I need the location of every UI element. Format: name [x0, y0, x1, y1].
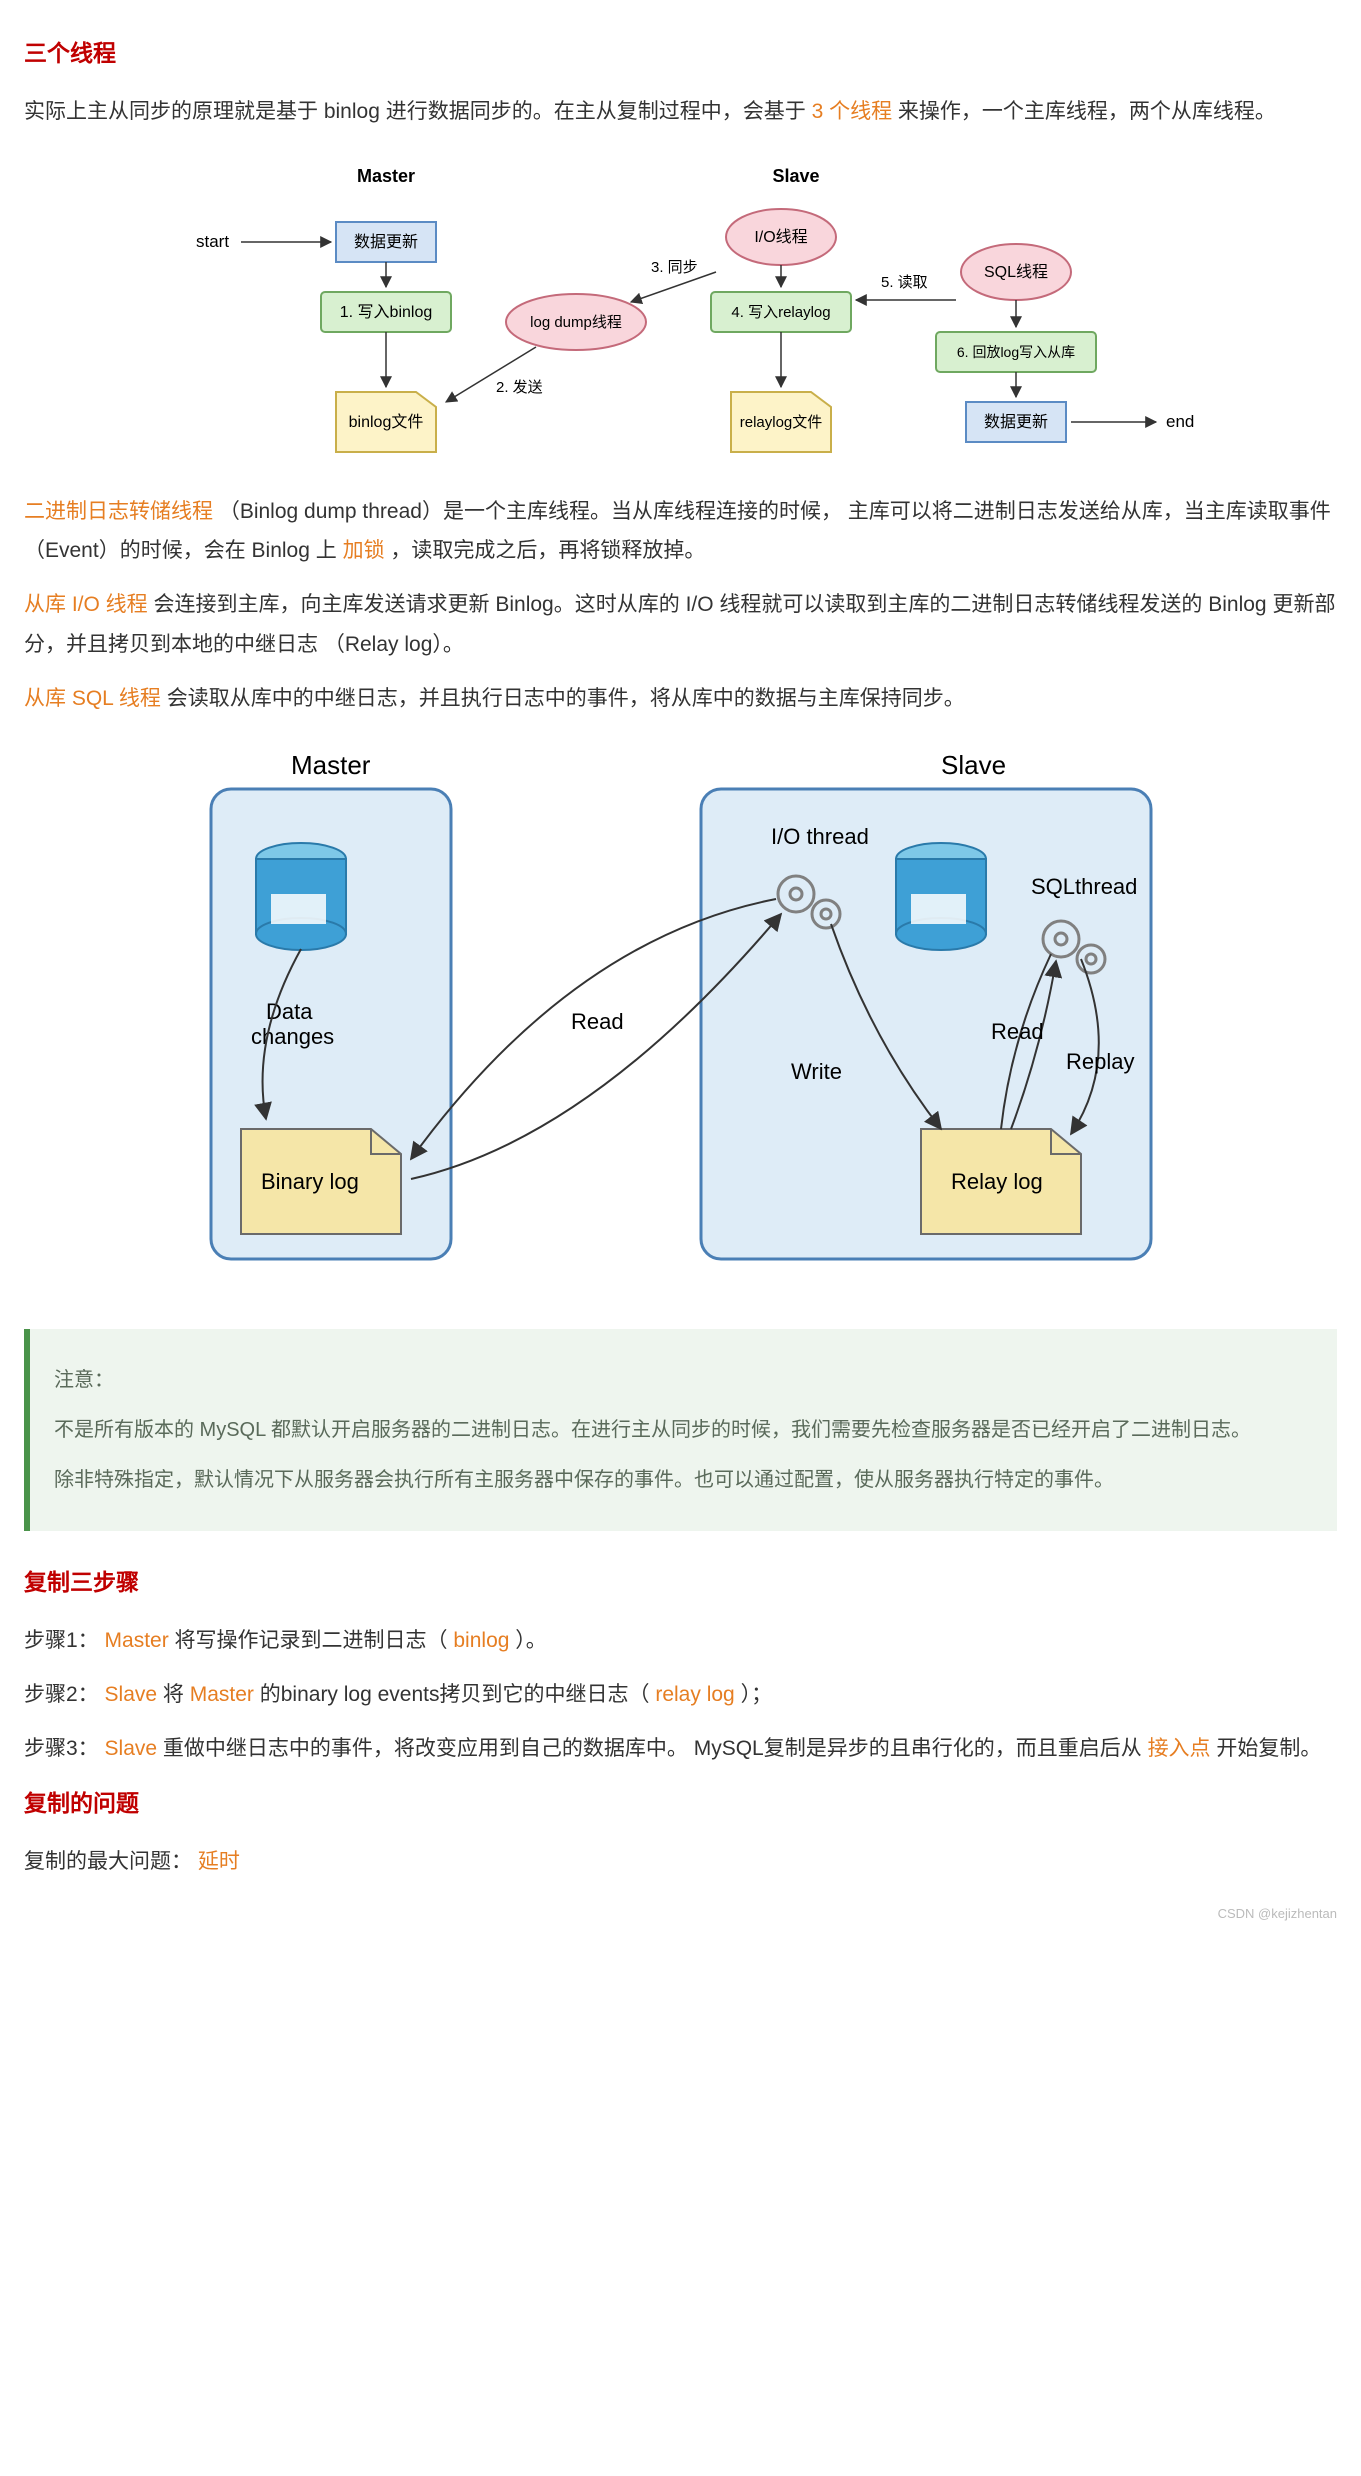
text: 会读取从库中的中继日志，并且执行日志中的事件，将从库中的数据与主库保持同步。 — [161, 687, 965, 710]
label-sync: 3. 同步 — [651, 259, 698, 276]
db-icon — [256, 843, 346, 950]
label-write: Write — [791, 1059, 842, 1084]
note-p1: 不是所有版本的 MySQL 都默认开启服务器的二进制日志。在进行主从同步的时候，… — [54, 1411, 1313, 1449]
label-send: 2. 发送 — [496, 379, 543, 396]
text: SQL线程 — [983, 263, 1047, 281]
label-read: 5. 读取 — [881, 274, 928, 291]
heading-three-steps: 复制三步骤 — [24, 1561, 1337, 1605]
heading-replication-problem: 复制的问题 — [24, 1782, 1337, 1826]
highlight: Slave — [105, 1737, 158, 1760]
label-read-2: Read — [991, 1019, 1044, 1044]
highlight: Slave — [105, 1683, 158, 1706]
para-binlog-dump: 二进制日志转储线程 （Binlog dump thread）是一个主库线程。当从… — [24, 492, 1337, 572]
highlight: 从库 I/O 线程 — [24, 593, 148, 616]
step-3: 步骤3： Slave 重做中继日志中的事件，将改变应用到自己的数据库中。 MyS… — [24, 1729, 1337, 1769]
highlight: 接入点 — [1148, 1737, 1211, 1760]
step-1: 步骤1： Master 将写操作记录到二进制日志（ binlog ）。 — [24, 1621, 1337, 1661]
text: 步骤2： — [24, 1683, 105, 1706]
text: 重做中继日志中的事件，将改变应用到自己的数据库中。 MySQL复制是异步的且串行… — [157, 1737, 1148, 1760]
intro-paragraph: 实际上主从同步的原理就是基于 binlog 进行数据同步的。在主从复制过程中，会… — [24, 92, 1337, 132]
db-icon — [896, 843, 986, 950]
heading-three-threads: 三个线程 — [24, 32, 1337, 76]
label-slave: Slave — [941, 750, 1006, 780]
text: 开始复制。 — [1211, 1737, 1322, 1760]
label-master: Master — [291, 750, 371, 780]
step-2: 步骤2： Slave 将 Master 的binary log events拷贝… — [24, 1675, 1337, 1715]
text: 数据更新 — [983, 413, 1047, 431]
text: ）； — [735, 1683, 772, 1706]
text: 步骤1： — [24, 1629, 105, 1652]
highlight: relay log — [655, 1683, 734, 1706]
highlight: 延时 — [198, 1850, 240, 1873]
label-master: Master — [356, 166, 414, 186]
para-sql-thread: 从库 SQL 线程 会读取从库中的中继日志，并且执行日志中的事件，将从库中的数据… — [24, 679, 1337, 719]
note-p2: 除非特殊指定，默认情况下从服务器会执行所有主服务器中保存的事件。也可以通过配置，… — [54, 1461, 1313, 1499]
label-sql-thread: SQLthread — [1031, 874, 1137, 899]
para-io-thread: 从库 I/O 线程 会连接到主库，向主库发送请求更新 Binlog。这时从库的 … — [24, 585, 1337, 665]
label-start: start — [196, 232, 229, 251]
label-changes: changes — [251, 1024, 334, 1049]
highlight: 二进制日志转储线程 — [24, 500, 213, 523]
text: 会连接到主库，向主库发送请求更新 Binlog。这时从库的 I/O 线程就可以读… — [24, 593, 1335, 656]
note-box: 注意： 不是所有版本的 MySQL 都默认开启服务器的二进制日志。在进行主从同步… — [24, 1329, 1337, 1531]
text: 1. 写入binlog — [339, 304, 432, 321]
text: binlog文件 — [348, 413, 423, 431]
text: relaylog文件 — [739, 414, 822, 431]
para-delay: 复制的最大问题： 延时 — [24, 1842, 1337, 1882]
text: 的binary log events拷贝到它的中继日志（ — [254, 1683, 655, 1706]
text: 4. 写入relaylog — [731, 304, 830, 321]
label-read: Read — [571, 1009, 624, 1034]
arrow — [631, 272, 716, 302]
text: 步骤3： — [24, 1737, 105, 1760]
label-replay: Replay — [1066, 1049, 1134, 1074]
highlight: Master — [190, 1683, 254, 1706]
text: 复制的最大问题： — [24, 1850, 198, 1873]
footer-watermark: CSDN @kejizhentan — [24, 1902, 1337, 1927]
highlight: 从库 SQL 线程 — [24, 687, 161, 710]
text: 将 — [157, 1683, 190, 1706]
text: 数据更新 — [353, 233, 417, 251]
label-slave: Slave — [772, 166, 819, 186]
text: 6. 回放log写入从库 — [956, 344, 1074, 360]
text: I/O线程 — [754, 228, 807, 246]
highlight-3-threads: 3 个线程 — [812, 100, 893, 123]
text: 来操作，一个主库线程，两个从库线程。 — [892, 100, 1276, 123]
text: ，读取完成之后，再将锁释放掉。 — [385, 539, 706, 562]
label-binary-log: Binary log — [261, 1169, 359, 1194]
text: 实际上主从同步的原理就是基于 binlog 进行数据同步的。在主从复制过程中，会… — [24, 100, 812, 123]
diagram-three-threads: Master Slave start 数据更新 1. 写入binlog binl… — [156, 152, 1206, 472]
text: ）。 — [509, 1629, 546, 1652]
highlight: binlog — [453, 1629, 509, 1652]
label-io-thread: I/O thread — [771, 824, 869, 849]
highlight: 加锁 — [343, 539, 385, 562]
highlight: Master — [105, 1629, 169, 1652]
note-title: 注意： — [54, 1361, 1313, 1399]
label-relay-log: Relay log — [951, 1169, 1043, 1194]
diagram-master-slave: Master Data changes Binary log Slave I/O… — [171, 739, 1191, 1299]
text: log dump线程 — [530, 314, 622, 331]
text: 将写操作记录到二进制日志（ — [169, 1629, 454, 1652]
label-end: end — [1166, 412, 1194, 431]
